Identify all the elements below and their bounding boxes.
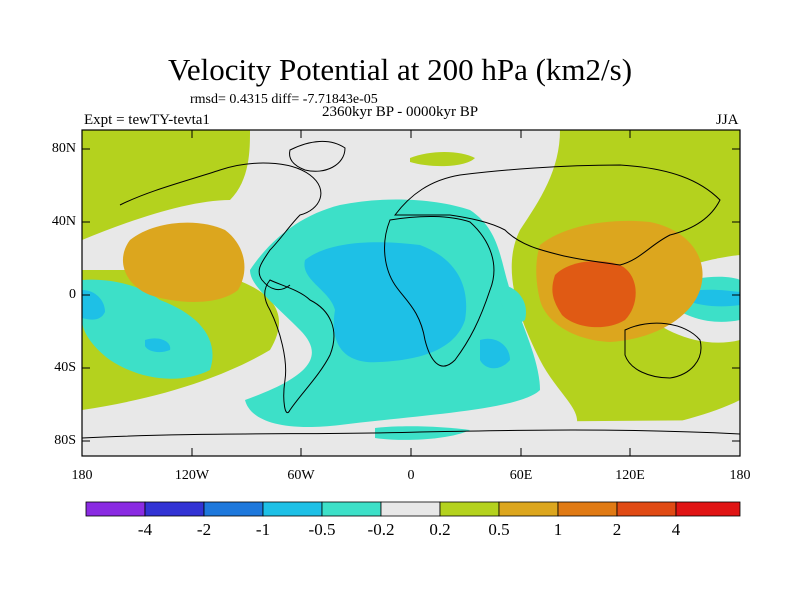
contour-field — [82, 130, 740, 456]
eurasia-coast — [393, 164, 721, 266]
x-tick-label: 180 — [71, 468, 93, 483]
season-label: JJA — [716, 112, 739, 128]
x-tick-label: 180 — [729, 468, 751, 483]
coastlines — [82, 141, 740, 439]
experiment-label: Expt = tewTY-tevta1 — [84, 112, 210, 128]
y-tick-label: 80S — [54, 433, 76, 448]
negative-core-sepacific — [145, 338, 171, 353]
y-tick-label: 40S — [54, 360, 76, 375]
negative-core-indian — [480, 338, 510, 369]
negative-core-atlantic — [304, 242, 467, 363]
negative-region-east-pacific — [82, 279, 213, 379]
africa-coast — [384, 216, 495, 367]
y-tick-label: 80N — [51, 141, 76, 156]
colorbar-label: 0.2 — [429, 520, 451, 539]
colorbar-box-6 — [439, 501, 500, 517]
axis-ticks — [81, 130, 741, 456]
negative-patch-arabia — [500, 285, 526, 323]
colorbar-box-8 — [557, 501, 618, 517]
stats-label: rmsd= 0.4315 diff= -7.71843e-05 — [190, 92, 378, 107]
positive-core-maritime — [552, 261, 636, 328]
colorbar — [85, 501, 741, 517]
colorbar-label: -0.5 — [308, 520, 336, 539]
x-tick-label: 60E — [509, 468, 533, 483]
x-tick-label: 0 — [407, 468, 415, 483]
colorbar-label: -2 — [196, 520, 212, 539]
colorbar-box-10 — [675, 501, 741, 517]
colorbar-box-1 — [144, 501, 205, 517]
australia-coast — [624, 322, 702, 379]
colorbar-label: -1 — [255, 520, 271, 539]
colorbar-label: 0.5 — [488, 520, 510, 539]
colorbar-label: 4 — [671, 520, 681, 539]
negative-core-west-pacific — [685, 289, 740, 307]
negative-patch-antarctic — [375, 426, 470, 440]
colorbar-label: -0.2 — [367, 520, 395, 539]
y-tick-label: 40N — [51, 214, 76, 229]
neutral-zone-se — [600, 400, 740, 456]
antarctica-coast — [82, 429, 740, 439]
south-america-coast — [264, 279, 335, 413]
colorbar-label: 2 — [612, 520, 622, 539]
y-tick-label: 0 — [69, 287, 76, 302]
x-tick-label: 60W — [287, 468, 315, 483]
x-tick-label: 120W — [174, 468, 210, 483]
period-label: 2360kyr BP - 0000kyr BP — [322, 104, 479, 120]
colorbar-box-4 — [321, 501, 382, 517]
colorbar-label: -4 — [137, 520, 153, 539]
page-title: Velocity Potential at 200 hPa (km2/s) — [167, 52, 633, 87]
colorbar-box-2 — [203, 501, 264, 517]
greenland-coast — [289, 141, 346, 172]
positive-patch-arctic — [410, 152, 475, 167]
north-america-coast — [119, 162, 322, 291]
colorbar-box-7 — [498, 501, 559, 517]
colorbar-label: 1 — [553, 520, 563, 539]
x-tick-label: 120E — [615, 468, 645, 483]
colorbar-box-5 — [380, 501, 441, 517]
colorbar-box-3 — [262, 501, 323, 517]
colorbar-box-0 — [85, 501, 146, 517]
positive-region-namerica — [122, 222, 245, 302]
colorbar-box-9 — [616, 501, 677, 517]
negative-core-east-pacific — [82, 290, 105, 320]
